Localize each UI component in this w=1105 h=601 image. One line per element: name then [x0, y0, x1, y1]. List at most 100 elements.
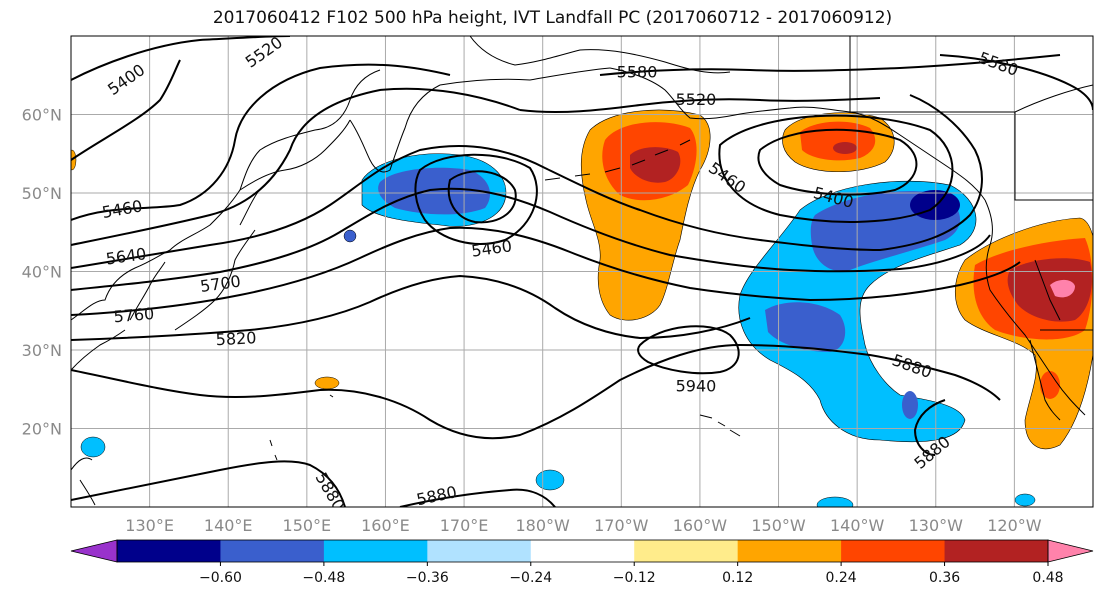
colorbar-extend-high [1047, 539, 1094, 563]
colorbar-tick-label: −0.60 [199, 570, 242, 586]
coastline-china [71, 329, 126, 371]
contour-label: 5760 [113, 304, 155, 326]
positive-anomaly-west-coast-peak [1050, 279, 1075, 298]
lon-tick-label: 150°W [751, 516, 806, 535]
lon-tick-label: 160°W [673, 516, 728, 535]
colorbar-tick-label: −0.12 [613, 570, 656, 586]
colorbar-segment [634, 540, 739, 562]
lat-tick-label: 30°N [22, 341, 62, 360]
lon-tick-label: 120°W [987, 516, 1042, 535]
lon-tick-label: 130°W [909, 516, 964, 535]
colorbar-tick-label: 0.48 [1032, 570, 1063, 586]
height-contours [71, 36, 1093, 507]
colorbar-tick-label: 0.24 [826, 570, 857, 586]
lon-tick-label: 140°W [830, 516, 885, 535]
coastline-alaska-north [469, 36, 731, 74]
positive-anomaly-alaska-coast-max [833, 142, 857, 154]
positive-anomaly-west-coast-max [1007, 258, 1092, 322]
contour-label: 5460 [100, 196, 143, 222]
lat-tick-label: 40°N [22, 263, 62, 282]
contour-5580-west [71, 87, 521, 246]
contour-5700 [71, 187, 991, 291]
coastline-bering-west [439, 67, 611, 86]
colorbar-extend-low [70, 539, 118, 563]
boundary-canada-inland [1014, 84, 1093, 113]
latitude-labels: 60°N 50°N 40°N 30°N 20°N [22, 106, 62, 439]
colorbar-segment [944, 540, 1049, 562]
colorbar-segment [737, 540, 842, 562]
negative-anomaly-small-patch-b [535, 469, 565, 491]
colorbar-tick-label: −0.24 [509, 570, 552, 586]
colorbar-segment [220, 540, 325, 562]
longitude-labels: 130°E 140°E 150°E 160°E 170°E 180°W 170°W 160°W… [125, 516, 1041, 535]
lon-tick-label: 170°W [594, 516, 649, 535]
contour-5820 [71, 274, 751, 341]
colorbar-tick-label: −0.36 [406, 570, 449, 586]
lat-tick-label: 20°N [22, 420, 62, 439]
contour-5520-east [519, 97, 881, 114]
coastline-alaska [609, 67, 986, 201]
map-frame [70, 35, 1094, 508]
contour-label: 5820 [215, 328, 257, 349]
lon-tick-label: 130°E [125, 516, 174, 535]
coastline-sea-of-okhotsk [239, 119, 351, 191]
positive-anomaly-small-patch [314, 376, 340, 390]
contour-label: 5520 [676, 90, 717, 109]
lon-tick-label: 170°E [440, 516, 489, 535]
contour-label: 5880 [415, 482, 459, 509]
aleutian-islands [544, 139, 691, 181]
contour-5580-right [939, 54, 1093, 111]
coastline-taiwan-philippines [71, 457, 96, 506]
lon-tick-label: 180°W [516, 516, 571, 535]
contour-label: 5520 [242, 33, 286, 72]
contour-label: 5580 [617, 62, 658, 81]
negative-anomaly-small-core [902, 391, 918, 419]
contour-5400-west [71, 36, 291, 81]
colorbar-segment [841, 540, 946, 562]
map-title: 2017060412 F102 500 hPa height, IVT Land… [212, 8, 893, 28]
contour-low-loop-west-outer [414, 153, 538, 245]
colorbar-tick-label: −0.48 [302, 570, 345, 586]
coastline-baja [1029, 339, 1061, 421]
contour-5760 [71, 226, 1021, 316]
colorbar-segment [323, 540, 428, 562]
contour-5880-south-east [399, 488, 556, 507]
contour-label: 5400 [104, 60, 148, 99]
coastline-kamchatka [349, 84, 441, 173]
lon-tick-label: 160°E [361, 516, 410, 535]
coastline-korea [129, 261, 166, 321]
contour-5640 [71, 94, 983, 269]
coastline-japan [174, 191, 259, 331]
negative-anomaly-small-patch-a [80, 436, 106, 458]
negative-anomaly-mid-pacific-small [343, 229, 357, 243]
contour-5940-loop [637, 325, 740, 375]
negative-anomaly-subtropical-core [765, 302, 846, 352]
colorbar-segment [530, 540, 635, 562]
lat-tick-label: 60°N [22, 106, 62, 125]
small-islands-marianas [269, 394, 334, 461]
contour-low-loop-east [757, 128, 918, 196]
lon-tick-label: 150°E [283, 516, 332, 535]
boundary-california [1034, 259, 1061, 321]
coastlines [71, 36, 1093, 506]
colorbar-segment [117, 540, 221, 562]
contour-5460-west [71, 59, 181, 161]
contour-low-loop-west [447, 170, 517, 224]
coastline-north-america-west [984, 199, 1086, 416]
hawaiian-islands [699, 414, 741, 437]
contour-label: 5460 [470, 236, 513, 260]
negative-anomaly-small-patch-d [1014, 493, 1036, 507]
positive-anomaly-baja [1040, 371, 1060, 399]
positive-anomaly-alaska-coast-core [800, 121, 876, 161]
contour-5880-main [71, 343, 1001, 440]
contour-label: 5940 [676, 376, 717, 395]
contour-5520-west [71, 63, 451, 221]
colorbar: −0.60 −0.48 −0.36 −0.24 −0.12 0.12 0.24 0.36 0.4… [70, 539, 1094, 586]
colorbar-tick-label: 0.36 [929, 570, 960, 586]
lon-tick-label: 140°E [204, 516, 253, 535]
contour-low-loop-east-outer [718, 114, 954, 223]
contour-5880-south [71, 460, 346, 507]
positive-anomaly-small-patch-left [71, 149, 77, 171]
